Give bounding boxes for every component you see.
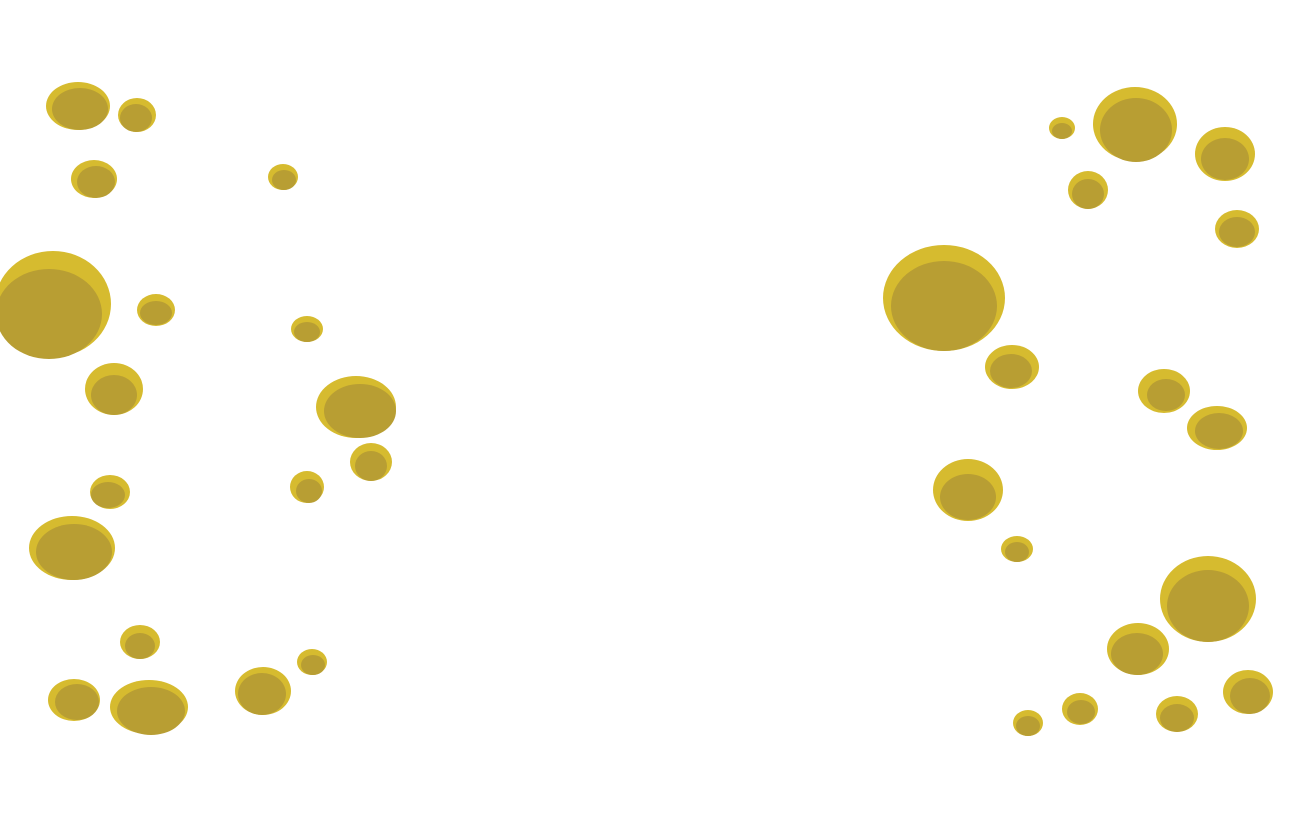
spot bbox=[297, 649, 327, 675]
spot bbox=[1195, 127, 1255, 181]
spot bbox=[90, 475, 130, 509]
spot bbox=[1187, 406, 1247, 450]
spot bbox=[291, 316, 323, 342]
spot bbox=[1013, 710, 1043, 736]
spot bbox=[1093, 87, 1177, 162]
spot bbox=[883, 245, 1005, 351]
spot bbox=[48, 679, 100, 721]
spot bbox=[350, 443, 392, 481]
spot bbox=[1068, 171, 1108, 209]
spot bbox=[120, 625, 160, 659]
left-spot-cluster bbox=[0, 82, 396, 735]
spot bbox=[1223, 670, 1273, 714]
spot bbox=[1001, 536, 1033, 562]
spot bbox=[985, 345, 1039, 389]
spot bbox=[46, 82, 110, 130]
spot bbox=[29, 516, 115, 580]
spot bbox=[110, 680, 188, 735]
right-spot-cluster bbox=[883, 87, 1273, 736]
spot bbox=[0, 251, 111, 359]
spot bbox=[1049, 117, 1075, 139]
spot bbox=[933, 459, 1003, 521]
spot bbox=[1062, 693, 1098, 725]
spot bbox=[268, 164, 298, 190]
spot bbox=[1215, 210, 1259, 248]
spot bbox=[137, 294, 175, 326]
spot bbox=[235, 667, 291, 715]
spot bbox=[1138, 369, 1190, 413]
spot bbox=[1107, 623, 1169, 675]
spot bbox=[1160, 556, 1256, 642]
spot bbox=[290, 471, 324, 503]
spot bbox=[85, 363, 143, 415]
spot bbox=[118, 98, 156, 132]
spot bbox=[1156, 696, 1198, 732]
spot bbox=[71, 160, 117, 198]
spot bbox=[316, 376, 396, 438]
